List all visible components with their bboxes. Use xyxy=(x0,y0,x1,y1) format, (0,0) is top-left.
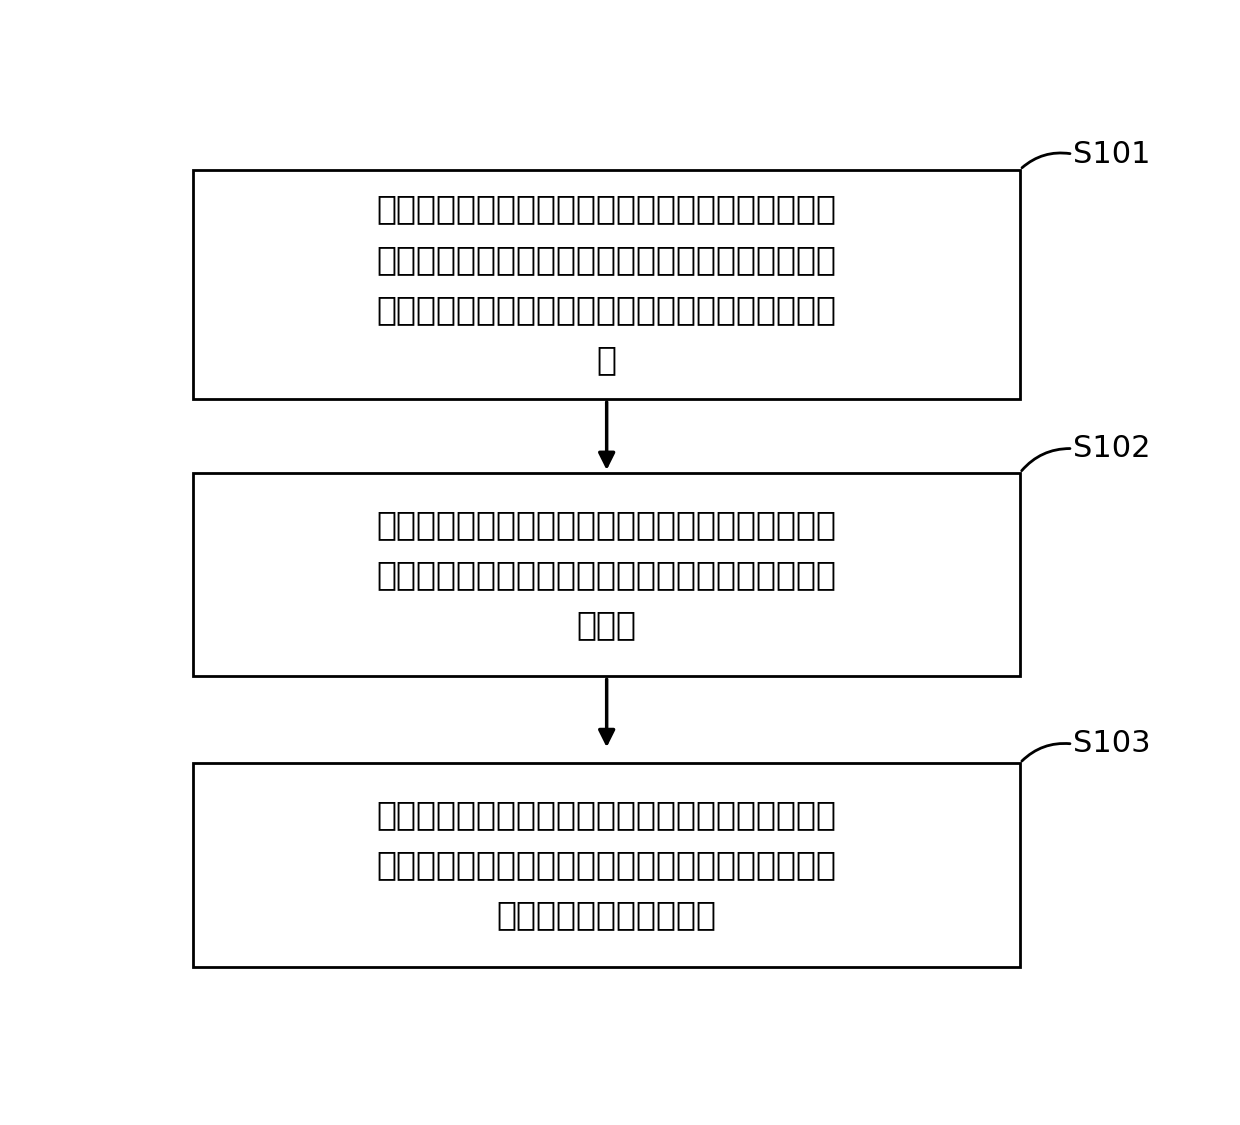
Text: 端设备执行预设交互操作: 端设备执行预设交互操作 xyxy=(497,899,717,931)
Text: 设事件: 设事件 xyxy=(577,609,636,641)
Text: 所述其他终端设备中的任一终端设备相关联的第二信: 所述其他终端设备中的任一终端设备相关联的第二信 xyxy=(377,292,837,326)
Text: 根据所述第一信息和所述第二信息，判断所述移动终: 根据所述第一信息和所述第二信息，判断所述移动终 xyxy=(377,507,837,541)
Text: 若所述移动终端与所述其他终端设备中的任一终端设: 若所述移动终端与所述其他终端设备中的任一终端设 xyxy=(377,798,837,831)
FancyBboxPatch shape xyxy=(193,763,1019,966)
Text: S101: S101 xyxy=(1073,140,1151,169)
Text: ，获取与所述移动终端相关联的第一信息，并获取与: ，获取与所述移动终端相关联的第一信息，并获取与 xyxy=(377,243,837,276)
Text: 备发生预设事件，则控制所述移动终端与所述任一终: 备发生预设事件，则控制所述移动终端与所述任一终 xyxy=(377,848,837,881)
Text: 息: 息 xyxy=(596,343,616,376)
FancyBboxPatch shape xyxy=(193,170,1019,399)
Text: S102: S102 xyxy=(1073,434,1151,463)
Text: S103: S103 xyxy=(1073,729,1151,758)
FancyBboxPatch shape xyxy=(193,472,1019,676)
Text: 端是否与所述其他终端设备中的任一终端设备发生预: 端是否与所述其他终端设备中的任一终端设备发生预 xyxy=(377,558,837,591)
Text: 在所述移动终端与其他终端设备建立无线通信连接后: 在所述移动终端与其他终端设备建立无线通信连接后 xyxy=(377,192,837,226)
